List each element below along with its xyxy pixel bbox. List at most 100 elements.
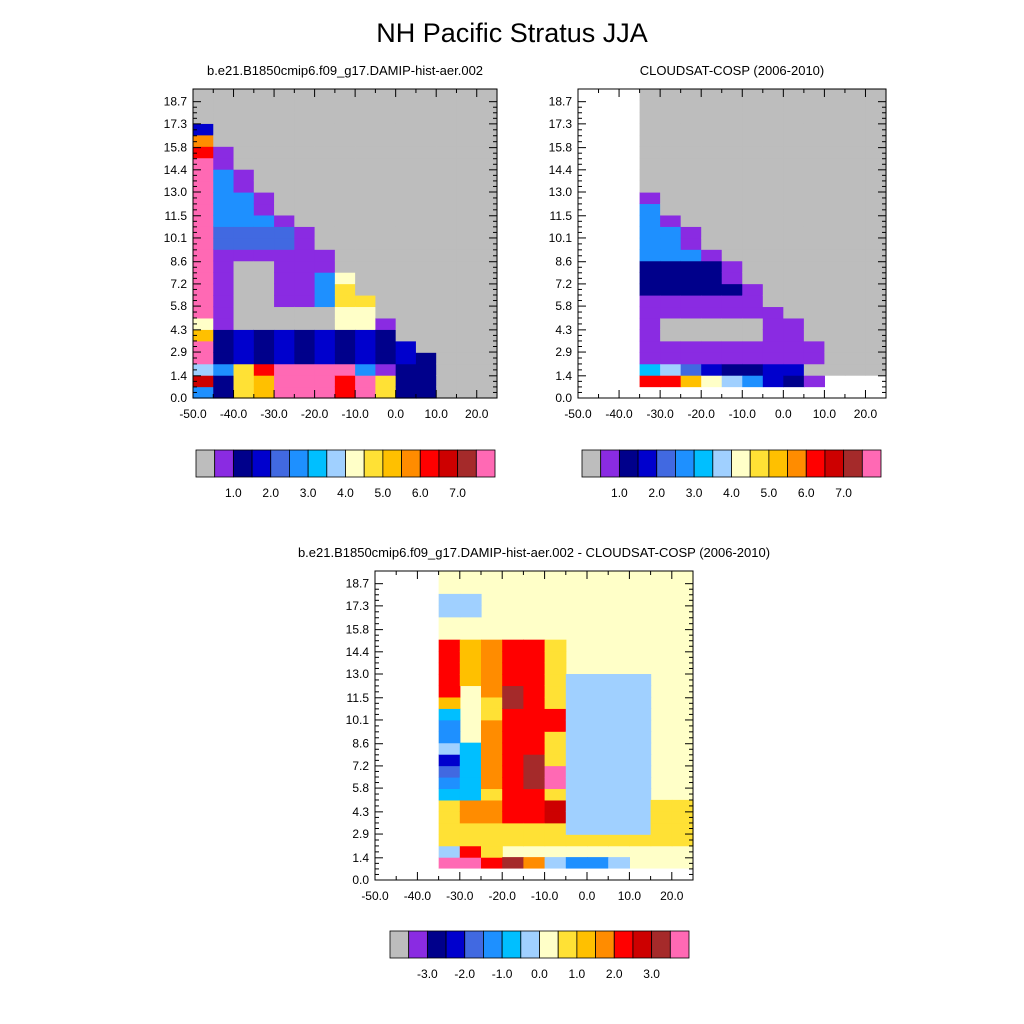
heatmap-cell xyxy=(459,765,482,778)
heatmap-cell xyxy=(355,226,376,239)
heatmap-cell xyxy=(476,317,498,330)
heatmap-cell xyxy=(865,272,887,285)
y-tick-label: 18.7 xyxy=(164,95,188,109)
x-tick-label: -10.0 xyxy=(729,407,757,421)
heatmap-cell xyxy=(824,111,846,124)
heatmap-cell xyxy=(213,237,235,250)
heatmap-cell xyxy=(544,834,567,847)
heatmap-cell xyxy=(824,214,846,227)
heatmap-cell xyxy=(680,260,702,273)
heatmap-cell xyxy=(294,203,316,216)
heatmap-cell xyxy=(395,111,417,124)
heatmap-cell xyxy=(193,283,214,296)
heatmap-cell xyxy=(459,742,482,755)
heatmap-cell xyxy=(824,283,846,296)
heatmap-cell xyxy=(865,295,887,308)
heatmap-cell xyxy=(565,822,588,835)
x-tick-label: -10.0 xyxy=(531,889,559,903)
x-tick-label: -30.0 xyxy=(260,407,288,421)
heatmap-cell xyxy=(844,169,867,182)
heatmap-cell xyxy=(742,192,764,205)
y-tick-label: 18.7 xyxy=(346,577,370,591)
heatmap-cell xyxy=(436,306,458,319)
colorbar-label: 7.0 xyxy=(449,486,466,500)
heatmap-cell xyxy=(481,696,503,709)
heatmap-cell xyxy=(375,306,397,319)
heatmap-cell xyxy=(481,685,503,698)
colorbar-label: 3.0 xyxy=(686,486,703,500)
x-tick-label: -50.0 xyxy=(179,407,207,421)
heatmap-cell xyxy=(721,226,743,239)
heatmap-cell xyxy=(660,375,682,388)
heatmap-cell xyxy=(415,283,437,296)
heatmap-cell xyxy=(253,180,275,193)
heatmap-cell xyxy=(436,237,458,250)
colorbar-box xyxy=(618,449,639,478)
y-tick-label: 4.3 xyxy=(170,323,187,337)
heatmap-cell xyxy=(660,306,682,319)
heatmap-cell xyxy=(395,157,417,170)
heatmap-cell xyxy=(824,134,846,147)
heatmap-cell xyxy=(476,214,498,227)
x-tick-label: 20.0 xyxy=(465,407,489,421)
heatmap-cell xyxy=(355,169,376,182)
heatmap-cell xyxy=(415,157,437,170)
heatmap-cell xyxy=(355,352,376,365)
heatmap-cell xyxy=(608,719,630,732)
heatmap-cell xyxy=(193,192,214,205)
heatmap-cell xyxy=(438,799,461,812)
heatmap-cell xyxy=(481,765,503,778)
heatmap-cell xyxy=(824,352,846,365)
heatmap-cell xyxy=(803,237,825,250)
heatmap-cell xyxy=(355,123,376,136)
heatmap-cell xyxy=(481,662,503,675)
heatmap-cell xyxy=(824,89,846,102)
heatmap-cell xyxy=(395,260,417,273)
heatmap-cell xyxy=(314,192,336,205)
heatmap-cell xyxy=(629,754,652,767)
x-tick-label: 20.0 xyxy=(854,407,878,421)
heatmap-cell xyxy=(680,100,702,113)
heatmap-cell xyxy=(334,283,356,296)
heatmap-cell xyxy=(415,340,437,353)
heatmap-cell xyxy=(502,742,524,755)
heatmap-cell xyxy=(481,754,503,767)
y-tick-label: 13.0 xyxy=(346,667,370,681)
heatmap-cell xyxy=(193,169,214,182)
heatmap-cell xyxy=(213,100,235,113)
heatmap-cell xyxy=(523,719,546,732)
colorbar-box xyxy=(401,449,421,478)
y-tick-label: 11.5 xyxy=(347,691,370,705)
heatmap-cell xyxy=(456,111,478,124)
heatmap-cell xyxy=(803,203,825,216)
heatmap-cell xyxy=(355,111,376,124)
heatmap-cell xyxy=(193,123,214,136)
heatmap-cell xyxy=(608,765,630,778)
heatmap-cell xyxy=(334,146,356,159)
y-tick-label: 15.8 xyxy=(549,141,573,155)
colorbar-box xyxy=(595,930,615,959)
heatmap-cell xyxy=(459,639,482,652)
heatmap-cell xyxy=(721,169,743,182)
heatmap-cell xyxy=(865,180,887,193)
heatmap-cell xyxy=(587,696,609,709)
heatmap-cell xyxy=(213,352,235,365)
heatmap-cell xyxy=(436,111,458,124)
heatmap-cell xyxy=(438,857,461,870)
heatmap-cell xyxy=(193,249,214,262)
heatmap-cell xyxy=(355,157,376,170)
heatmap-cell xyxy=(233,306,255,319)
heatmap-cell xyxy=(213,146,235,159)
heatmap-cell xyxy=(274,169,295,182)
colorbar-box xyxy=(669,930,690,959)
heatmap-cell xyxy=(783,134,805,147)
heatmap-cell xyxy=(334,249,356,262)
colorbar-label: 3.0 xyxy=(643,967,660,981)
heatmap-cell xyxy=(865,89,887,102)
heatmap-cell xyxy=(803,317,825,330)
heatmap-cell xyxy=(544,811,567,824)
colorbar-box xyxy=(345,449,365,478)
heatmap-cell xyxy=(375,340,397,353)
y-tick-label: 4.3 xyxy=(555,323,572,337)
heatmap-cell xyxy=(701,89,723,102)
